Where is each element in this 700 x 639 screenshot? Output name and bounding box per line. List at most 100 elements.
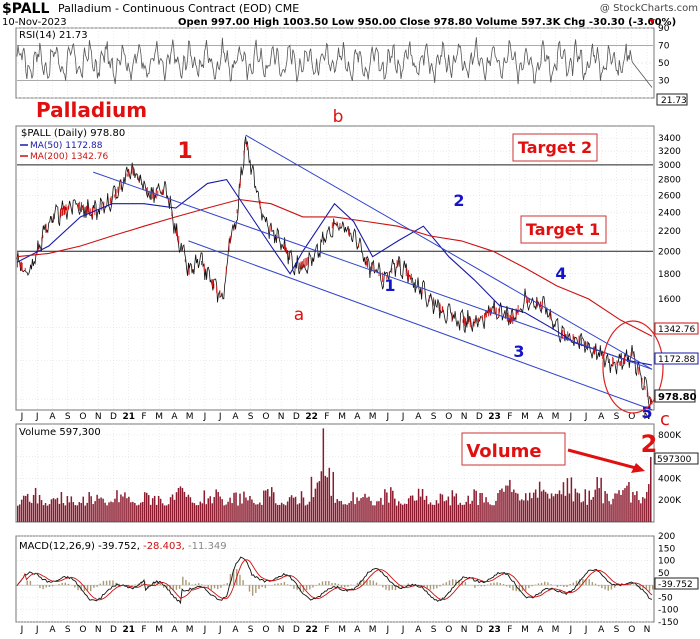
volume-bar <box>344 504 346 522</box>
volume-bar <box>290 495 293 522</box>
macd-histogram-bar <box>547 582 549 586</box>
macd-histogram-bar <box>293 585 295 589</box>
volume-bar <box>267 489 269 522</box>
macd-histogram-bar <box>251 585 254 596</box>
big-label-2: 2 <box>641 430 658 458</box>
x-tick-label: M <box>186 412 194 422</box>
macd-histogram-bar <box>575 580 578 586</box>
price-tick-label: 2200 <box>658 227 681 237</box>
macd-histogram-bar <box>194 583 197 586</box>
volume-bar <box>509 479 511 522</box>
volume-bar <box>106 505 108 522</box>
volume-bar <box>294 496 297 522</box>
macd-histogram-bar <box>26 580 28 586</box>
volume-bar <box>586 504 589 522</box>
volume-bar <box>26 493 29 522</box>
volume-bar <box>138 504 140 522</box>
macd-histogram-bar <box>464 581 467 586</box>
macd-histogram-bar <box>48 585 51 587</box>
volume-bar <box>475 490 477 522</box>
volume-bar <box>626 485 628 522</box>
x-tick-label: 23 <box>488 412 501 422</box>
volume-bar <box>471 500 473 522</box>
volume-bar <box>249 495 251 522</box>
volume-bar <box>211 503 213 522</box>
macd-histogram-bar <box>636 585 638 587</box>
volume-bar <box>453 496 456 522</box>
volume-bar <box>550 493 553 522</box>
volume-bar <box>642 497 644 522</box>
x-tick-label: D <box>293 625 300 635</box>
quote-line: Open 997.00 High 1003.50 Low 950.00 Clos… <box>178 17 676 28</box>
volume-bar <box>122 496 124 522</box>
volume-bar <box>523 500 525 522</box>
x-tick-label: A <box>232 625 239 635</box>
volume-bar <box>330 495 333 522</box>
volume-bar <box>145 492 148 522</box>
volume-bar <box>485 497 487 522</box>
macd-histogram-bar <box>344 585 346 588</box>
volume-bar <box>532 492 535 522</box>
rsi-last-tag <box>656 93 688 106</box>
macd-histogram-bar <box>610 585 613 590</box>
macd-histogram-bar <box>372 580 374 586</box>
volume-bar <box>144 492 146 522</box>
volume-bar <box>136 505 138 522</box>
volume-bar <box>304 505 307 522</box>
volume-bar <box>255 504 257 522</box>
macd-histogram-bar <box>90 585 92 592</box>
x-tick-label: M <box>552 625 560 635</box>
volume-bar <box>562 482 565 522</box>
volume-bar <box>169 497 172 522</box>
x-tick-label: N <box>461 412 468 422</box>
volume-bar <box>590 499 592 522</box>
price-tick-label: 1600 <box>658 295 681 305</box>
volume-bar <box>332 471 335 522</box>
volume-bar <box>181 488 184 522</box>
macd-histogram-bar <box>363 580 365 586</box>
macd-histogram-bar <box>629 583 632 586</box>
macd-histogram-bar <box>490 583 492 586</box>
macd-histogram-bar <box>226 583 228 586</box>
volume-bar <box>352 492 354 522</box>
macd-histogram-bar <box>483 585 486 587</box>
x-tick-label: O <box>445 412 452 422</box>
macd-tick-label: -150 <box>658 618 679 628</box>
x-tick-label: J <box>568 625 572 635</box>
volume-bar <box>394 498 396 522</box>
volume-bar <box>489 504 491 522</box>
volume-bar <box>392 490 394 522</box>
x-tick-label: J <box>401 412 405 422</box>
volume-bar <box>74 505 77 522</box>
macd-histogram-bar <box>445 582 448 586</box>
volume-bar <box>24 495 27 522</box>
volume-bar <box>487 502 489 522</box>
macd-histogram-bar <box>451 579 454 586</box>
volume-bar <box>110 501 112 522</box>
target2-box <box>512 133 598 162</box>
trend-lines <box>93 134 653 411</box>
macd-histogram-bar <box>496 582 498 586</box>
volume-bar <box>151 498 154 522</box>
price-legend-title: $PALL (Daily) 978.80 <box>21 128 125 139</box>
volume-bar <box>167 504 170 522</box>
volume-tick-label: 200K <box>658 496 682 506</box>
x-tick-label: A <box>49 625 56 635</box>
volume-bar <box>530 498 533 522</box>
x-tick-label: 21 <box>122 412 135 422</box>
wave-1-red: 1 <box>177 139 192 164</box>
ma200-legend: MA(200) 1342.76 <box>30 152 108 162</box>
x-tick-label: A <box>598 412 605 422</box>
volume-bar <box>36 503 39 522</box>
volume-bar <box>165 505 168 522</box>
macd-tick-label: 100 <box>658 557 675 567</box>
macd-tick-label: 200 <box>658 532 675 542</box>
volume-bar <box>411 495 414 522</box>
volume-bar <box>493 505 495 522</box>
macd-histogram-bar <box>375 582 378 586</box>
x-tick-label: F <box>141 625 146 635</box>
x-tick-label: N <box>461 625 468 635</box>
volume-bar <box>346 504 348 522</box>
